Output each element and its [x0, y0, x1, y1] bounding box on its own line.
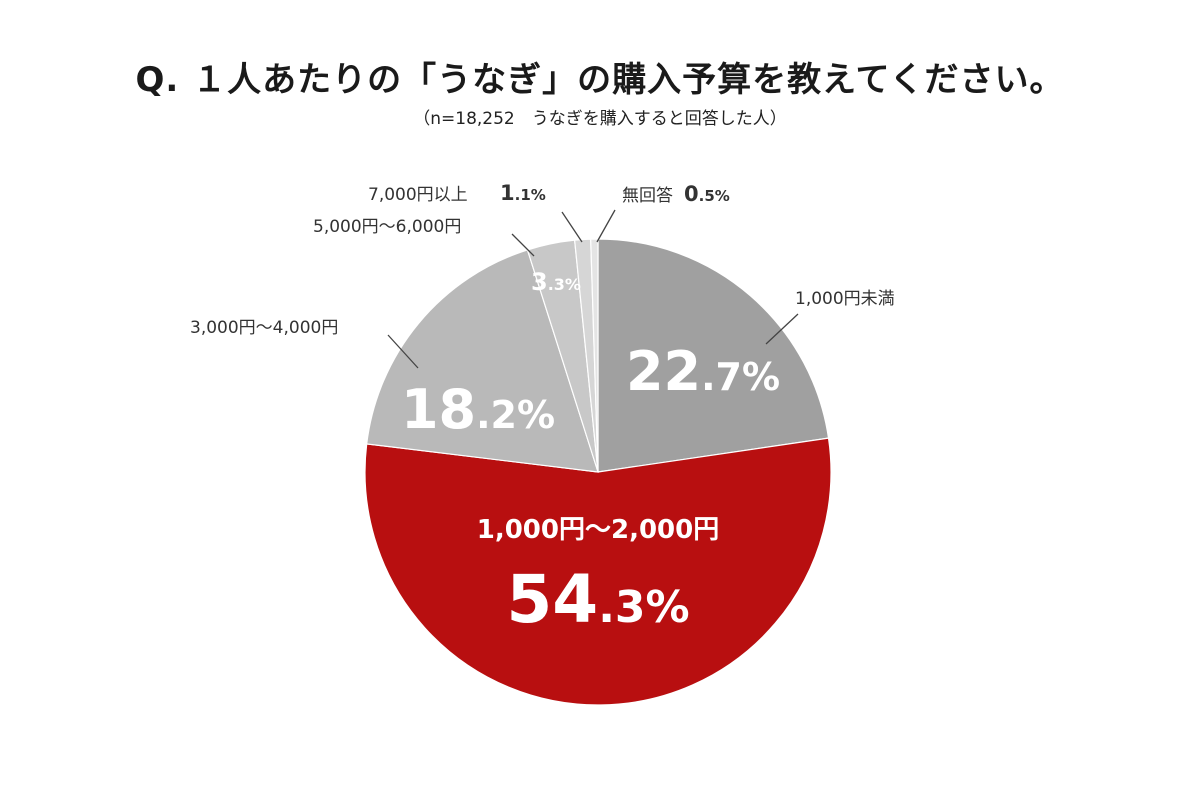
chart-title: Q. １人あたりの「うなぎ」の購入予算を教えてください。 — [135, 60, 1065, 100]
data-label-slice-1: 22.7% — [626, 340, 780, 403]
data-label-slice-3-dec: .2% — [476, 393, 555, 437]
data-label-slice-3: 18.2% — [401, 378, 555, 441]
data-label-slice-3-int: 18 — [401, 378, 476, 441]
category-label-slice-2: 1,000円～2,000円 — [477, 515, 719, 545]
data-label-slice-1-dec: .7% — [701, 355, 780, 399]
data-label-slice-1-int: 22 — [626, 340, 701, 403]
chart-subtitle: （n=18,252 うなぎを購入すると回答した人） — [413, 109, 787, 129]
leader-line-slice-3 — [387, 334, 419, 369]
data-label-slice-2: 54.3% — [506, 561, 689, 638]
pie-slice-2 — [364, 437, 832, 706]
pie-slice-3 — [366, 249, 599, 473]
data-label-slice-5: 1.1% — [500, 181, 546, 205]
category-label-slice-1: 1,000円未満 — [795, 289, 895, 309]
data-label-slice-4: 3.3% — [531, 268, 581, 296]
category-label-slice-4: 5,000円～6,000円 — [313, 217, 461, 237]
data-label-slice-4-dec: .3% — [548, 275, 581, 294]
category-label-slice-6: 無回答 — [622, 186, 673, 206]
leader-line-slice-4 — [511, 233, 535, 257]
pie-slice-1 — [597, 238, 830, 473]
leader-line-slice-6 — [596, 209, 616, 243]
leader-line-slice-1 — [765, 313, 799, 345]
data-label-slice-6: 0.5% — [684, 182, 730, 206]
category-label-slice-5: 7,000円以上 — [368, 185, 468, 205]
data-label-slice-4-int: 3 — [531, 268, 548, 296]
category-label-slice-3: 3,000円～4,000円 — [190, 318, 338, 338]
leader-line-slice-5 — [561, 211, 583, 243]
data-label-slice-2-int: 54 — [506, 561, 598, 638]
data-label-slice-2-dec: .3% — [598, 582, 689, 633]
